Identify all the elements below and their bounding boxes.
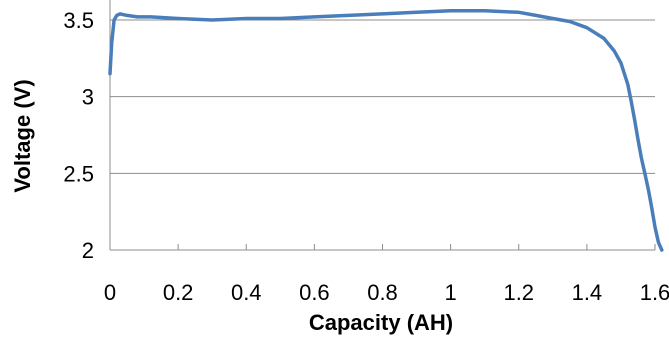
x-tick-label: 1.4 bbox=[572, 280, 603, 305]
y-axis-title: Voltage (V) bbox=[10, 79, 35, 192]
label-layer: 2 2.5 3 3.5 0 0.2 0.4 0.6 0.8 1 1.2 1.4 1.6 bbox=[63, 8, 669, 305]
y-tick-label: 3.5 bbox=[63, 8, 94, 33]
series-layer bbox=[108, 9, 664, 252]
series-line-0 bbox=[108, 9, 664, 252]
y-tick-label: 2 bbox=[82, 238, 94, 263]
x-tick-label: 1.2 bbox=[503, 280, 534, 305]
grid-layer bbox=[110, 19, 655, 174]
y-tick-label: 3 bbox=[82, 85, 94, 110]
axis-layer bbox=[109, 0, 656, 251]
x-tick-label: 0.2 bbox=[163, 280, 194, 305]
x-tick-label: 0 bbox=[104, 280, 116, 305]
x-tick-label: 0.6 bbox=[299, 280, 330, 305]
y-tick-label: 2.5 bbox=[63, 161, 94, 186]
x-tick-label: 0.4 bbox=[231, 280, 262, 305]
x-tick-label: 1.6 bbox=[640, 280, 669, 305]
x-tick-label: 0.8 bbox=[367, 280, 398, 305]
x-axis-title: Capacity (AH) bbox=[309, 310, 453, 335]
x-tick-label: 1 bbox=[445, 280, 457, 305]
